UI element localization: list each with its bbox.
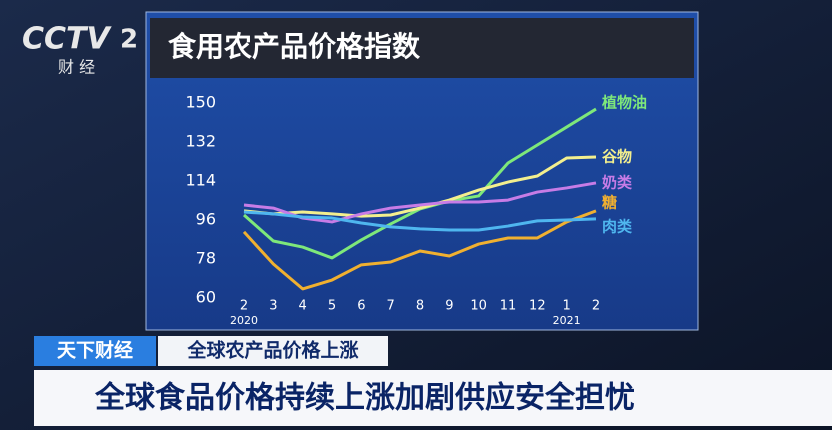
series-line <box>243 155 597 218</box>
x-tick-label: 2 <box>240 299 248 314</box>
x-tick-label: 4 <box>299 299 307 314</box>
x-tick-label: 1 <box>563 299 571 314</box>
series-line <box>243 210 597 232</box>
y-tick-label: 60 <box>196 288 216 307</box>
legend-label: 植物油 <box>602 94 647 112</box>
legend-label: 糖 <box>602 193 617 211</box>
legend-label: 奶类 <box>602 173 633 191</box>
headline-box <box>34 370 832 426</box>
x-tick-label: 3 <box>269 299 277 314</box>
x-tick-label: 8 <box>416 299 424 314</box>
program: 天下财经 <box>57 339 133 362</box>
channel-logo: CCTV <box>22 22 112 57</box>
x-tick-label: 9 <box>445 299 453 314</box>
legend-label: 谷物 <box>602 147 632 165</box>
y-tick-label: 96 <box>196 210 216 229</box>
x-tick-label: 7 <box>387 299 395 314</box>
y-tick-label: 132 <box>185 132 216 151</box>
chart-title: 食用农产品价格指数 <box>168 30 421 63</box>
legend-label: 肉类 <box>602 217 633 235</box>
x-year-label: 2021 <box>553 314 581 327</box>
x-tick-label: 2 <box>592 299 600 314</box>
channel-number: 2 <box>120 25 138 55</box>
x-tick-label: 10 <box>470 299 487 314</box>
program-box <box>34 336 156 366</box>
series-line <box>242 209 597 291</box>
x-tick-label: 6 <box>357 299 365 314</box>
channel-name: 财 经 <box>58 58 95 77</box>
topic-box <box>158 336 388 366</box>
x-tick-label: 5 <box>328 299 336 314</box>
title-bar <box>150 18 694 78</box>
headline: 全球食品价格持续上涨加剧供应安全担忧 <box>94 381 635 416</box>
y-tick-label: 114 <box>185 171 216 190</box>
topic: 全球农产品价格上涨 <box>186 339 358 362</box>
x-year-label: 2020 <box>230 314 258 327</box>
y-tick-label: 78 <box>196 249 216 268</box>
x-tick-label: 11 <box>500 299 517 314</box>
y-tick-label: 150 <box>185 93 216 112</box>
x-tick-label: 12 <box>529 299 546 314</box>
